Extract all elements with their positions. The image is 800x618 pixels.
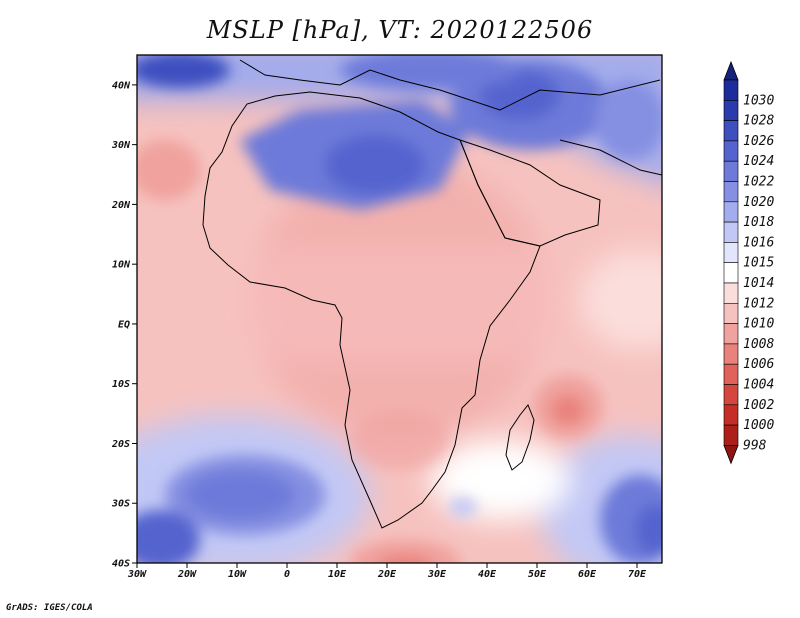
- colorbar-swatch: [723, 282, 739, 304]
- lat-tick-label: 20S: [111, 439, 130, 450]
- colorbar-swatch: [723, 221, 739, 243]
- lon-tick-label: 20W: [177, 569, 197, 580]
- map-title: MSLP [hPa], VT: 2020122506: [206, 16, 594, 44]
- colorbar-swatch: [723, 343, 739, 365]
- lon-tick-label: 30E: [427, 569, 447, 580]
- lat-tick-label: 20N: [111, 200, 131, 211]
- arabia-coastline: [459, 139, 601, 247]
- colorbar-label: 1012: [743, 296, 774, 311]
- colorbar-label: 1015: [743, 256, 774, 271]
- colorbar-label: 1002: [743, 398, 774, 413]
- lon-tick-label: 40E: [478, 569, 497, 580]
- colorbar-swatch: [723, 100, 739, 121]
- colorbar-label: 1024: [743, 154, 774, 169]
- coastlines: [202, 59, 662, 529]
- africa-coastline: [202, 91, 541, 529]
- lon-axis: 30W 20W 10W 0 10E 20E 30E 40E 50E 60E 70E: [127, 563, 647, 580]
- colorbar-label: 1004: [743, 378, 774, 393]
- colorbar-swatch: [723, 363, 739, 385]
- lat-tick-label: 10S: [112, 379, 130, 390]
- colorbar: 1030 1028 1026 1024 1022 1020 1018 1016 1015 1014…: [723, 60, 774, 465]
- lat-tick-label: EQ: [118, 319, 130, 330]
- lon-tick-label: 0: [284, 569, 290, 580]
- colorbar-label: 1014: [743, 276, 774, 291]
- colorbar-swatch: [723, 262, 739, 284]
- colorbar-label: 1030: [743, 93, 774, 108]
- lon-tick-label: 10E: [328, 569, 347, 580]
- colorbar-label: 1026: [743, 134, 774, 149]
- colorbar-label: 1000: [743, 418, 774, 433]
- lon-tick-label: 30W: [127, 569, 147, 580]
- lon-tick-label: 70E: [628, 569, 647, 580]
- colorbar-bottom-triangle: [723, 444, 739, 465]
- colorbar-label: 998: [743, 438, 767, 453]
- lat-tick-label: 40S: [112, 559, 130, 570]
- map-frame: [136, 54, 663, 564]
- colorbar-swatch: [723, 323, 739, 345]
- colorbar-label: 1016: [743, 235, 774, 250]
- colorbar-label: 1018: [743, 215, 774, 230]
- colorbar-label: 1020: [743, 195, 774, 210]
- colorbar-top-triangle: [723, 60, 739, 81]
- iran-coastline: [559, 139, 662, 176]
- colorbar-swatch: [723, 302, 739, 324]
- lat-tick-label: 30N: [111, 140, 131, 151]
- lat-axis: 40N 30N 20N 10N EQ 10S 20S 30S 40S: [111, 80, 137, 570]
- colorbar-label: 1022: [743, 175, 774, 190]
- colorbar-label: 1010: [743, 317, 774, 332]
- lat-tick-label: 40N: [112, 80, 131, 91]
- europe-coastline: [239, 59, 661, 111]
- colorbar-swatch: [723, 404, 739, 426]
- colorbar-swatch: [723, 79, 739, 101]
- colorbar-swatch: [723, 120, 739, 142]
- colorbar-label: 1008: [743, 337, 774, 352]
- lon-tick-label: 10W: [228, 569, 247, 580]
- colorbar-swatch: [723, 242, 739, 263]
- colorbar-swatch: [723, 140, 739, 162]
- lat-tick-label: 10N: [112, 260, 131, 271]
- lat-tick-label: 30S: [111, 499, 130, 510]
- credit-text: GrADS: IGES/COLA: [6, 603, 93, 613]
- colorbar-label: 1006: [743, 357, 774, 372]
- lon-tick-label: 20E: [377, 569, 397, 580]
- colorbar-swatch: [723, 181, 739, 203]
- colorbar-swatch: [723, 201, 739, 223]
- colorbar-swatch: [723, 424, 739, 446]
- madagascar-coastline: [505, 404, 535, 471]
- colorbar-label: 1028: [743, 114, 774, 129]
- lon-tick-label: 50E: [528, 569, 547, 580]
- mslp-field: [137, 55, 662, 563]
- lon-tick-label: 60E: [578, 569, 597, 580]
- colorbar-swatch: [723, 160, 739, 182]
- colorbar-swatch: [723, 384, 739, 406]
